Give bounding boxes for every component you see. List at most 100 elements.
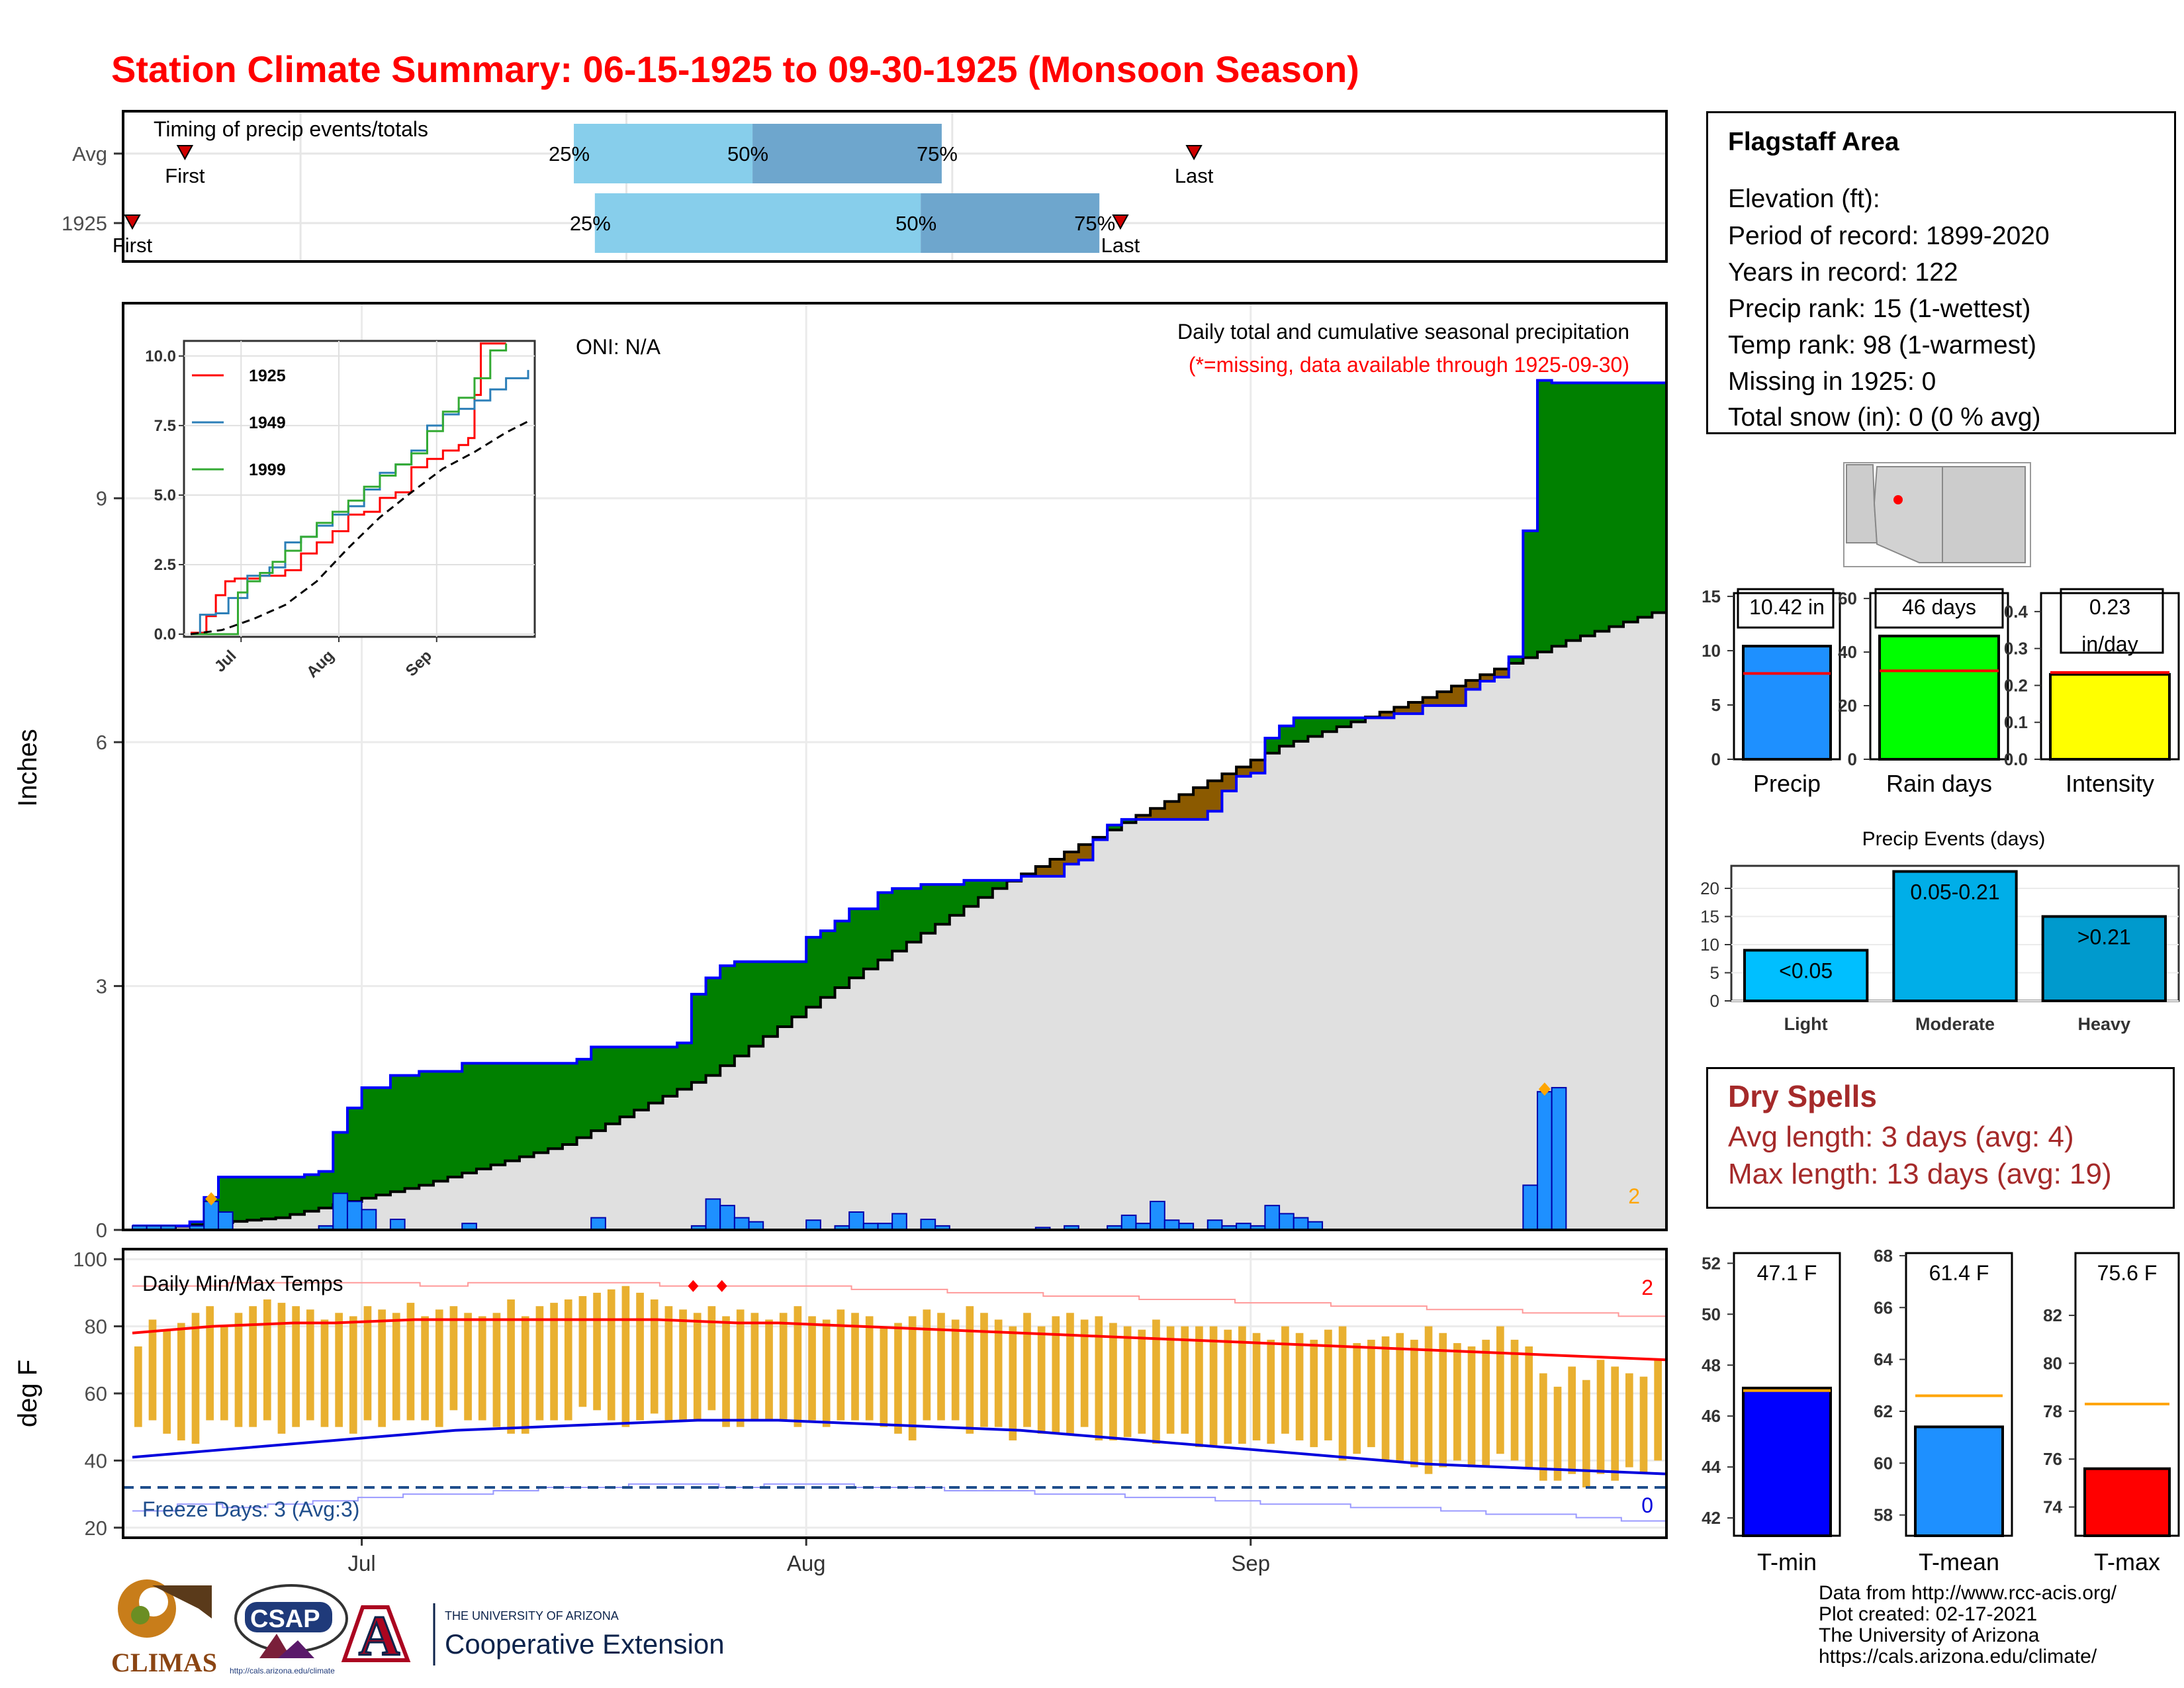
daily-temp-bar	[707, 1306, 716, 1411]
stat-value-label: 61.4 F	[1929, 1261, 1989, 1285]
stat-ytick-label: 42	[1702, 1508, 1721, 1528]
daily-precip-bar	[1264, 1205, 1281, 1231]
daily-precip-bar	[891, 1213, 907, 1231]
daily-precip-bar	[733, 1217, 750, 1231]
daily-temp-bar	[335, 1313, 343, 1427]
precip-events-category: Moderate	[1915, 1014, 1995, 1034]
timing-title: Timing of precip events/totals	[154, 117, 428, 141]
inset-ytick-label: 10.0	[145, 348, 176, 365]
cumulative-title: Daily total and cumulative seasonal prec…	[1177, 320, 1629, 344]
daily-temp-bar	[1152, 1319, 1160, 1444]
daily-temp-bar	[1109, 1323, 1117, 1440]
cumulative-corner-count: 2	[1628, 1184, 1640, 1208]
xtick-label: Jul	[348, 1551, 376, 1575]
precip-events-bar	[1892, 870, 2018, 1002]
daily-precip-bar	[590, 1217, 606, 1231]
daily-temp-bar	[722, 1316, 730, 1427]
daily-precip-bar	[719, 1205, 735, 1231]
daily-temp-bar	[1625, 1373, 1633, 1468]
precip-events-category: Light	[1784, 1014, 1828, 1034]
stat-value-label: 47.1 F	[1757, 1261, 1817, 1285]
station-period: Period of record: 1899-2020	[1728, 222, 2050, 250]
daily-temp-bar	[765, 1319, 773, 1421]
daily-temp-bar	[980, 1313, 988, 1427]
temps-cold-count: 0	[1641, 1493, 1653, 1517]
precip-events-ytick-label: 15	[1700, 907, 1719, 927]
daily-temp-bar	[1596, 1360, 1605, 1474]
precip-events-bar-label: <0.05	[1779, 959, 1833, 983]
daily-precip-bar	[920, 1219, 936, 1231]
average-min-line	[132, 1419, 1667, 1476]
daily-temp-bar	[1324, 1329, 1332, 1440]
stat-ytick-label: 40	[1838, 642, 1857, 662]
daily-temp-bar	[220, 1326, 228, 1421]
temps-panel-border	[122, 1248, 1668, 1539]
stat-ytick-label: 5	[1711, 695, 1721, 715]
daily-temp-bar	[1281, 1326, 1289, 1434]
inset-ytick-label: 2.5	[154, 556, 176, 574]
footer-data-source: Data from http://www.rcc-acis.org/	[1819, 1582, 2117, 1604]
daily-temp-bar	[650, 1299, 659, 1414]
timing-q25-label: 25%	[549, 142, 590, 165]
daily-temp-bar	[951, 1319, 960, 1421]
daily-temp-bar	[464, 1313, 472, 1421]
stat-ytick-label: 60	[1838, 588, 1857, 608]
daily-temp-bar	[535, 1306, 544, 1421]
daily-precip-bar	[389, 1219, 406, 1231]
timing-bar-q50-q75	[752, 124, 942, 183]
page-title: Station Climate Summary: 06-15-1925 to 0…	[111, 48, 1359, 90]
freeze-days-label: Freeze Days: 3 (Avg:3)	[142, 1497, 359, 1521]
daily-precip-bar	[1163, 1219, 1180, 1231]
timing-bar-q25-q50	[574, 124, 753, 183]
daily-temp-bar	[607, 1289, 615, 1421]
temps-hot-count: 2	[1641, 1276, 1653, 1299]
daily-temp-bar	[880, 1326, 888, 1427]
precip-diamond-marker	[1538, 1082, 1551, 1096]
daily-temp-bar	[923, 1309, 931, 1421]
stat-name-label: Rain days	[1886, 770, 1992, 797]
stat-name-label: T-mean	[1919, 1548, 1999, 1575]
station-info-box: Flagstaff Area Elevation (ft): Period of…	[1706, 111, 2176, 434]
precip-events-bar	[2041, 915, 2167, 1002]
daily-precip-bar	[332, 1192, 348, 1231]
precip-events-title: Precip Events (days)	[1862, 828, 2046, 850]
daily-temp-bar	[736, 1309, 745, 1427]
stat-ytick-label: 0.3	[2004, 639, 2028, 659]
inset-series-1949	[191, 369, 529, 635]
stat-ytick-label: 52	[1702, 1253, 1721, 1273]
daily-temp-bar	[1166, 1326, 1175, 1434]
station-elevation: Elevation (ft):	[1728, 185, 1880, 213]
daily-temp-bar	[492, 1313, 501, 1427]
timing-bar-q50-q75	[921, 193, 1100, 253]
timing-last-label: Last	[1175, 164, 1214, 187]
daily-temp-bar	[1410, 1339, 1418, 1468]
stat-ytick-label: 58	[1874, 1505, 1893, 1525]
stat-ytick-label: 82	[2043, 1305, 2062, 1325]
daily-temp-bar	[292, 1306, 300, 1427]
station-missing: Missing in 1925: 0	[1728, 367, 1936, 396]
daily-temp-bar	[306, 1309, 314, 1421]
daily-precip-bar	[1279, 1213, 1295, 1231]
stat-value-bar	[1914, 1425, 2004, 1537]
stat-name-label: T-max	[2094, 1548, 2160, 1575]
daily-temp-bar	[1295, 1333, 1304, 1440]
temps-ylabel: deg F	[13, 1360, 42, 1427]
timing-q50-label: 50%	[895, 212, 936, 235]
precip-events-bar-label: >0.21	[2077, 925, 2131, 949]
cumulative-ytick-label: 3	[96, 975, 107, 998]
inset-ytick-label: 5.0	[154, 487, 176, 504]
daily-temp-bar	[1123, 1326, 1132, 1437]
cumulative-ytick-label: 9	[96, 487, 107, 510]
cumulative-panel-border	[122, 302, 1668, 1231]
observed-cumulative-line	[132, 379, 1666, 1227]
inset-ytick-label: 7.5	[154, 417, 176, 435]
daily-temp-bar	[1639, 1376, 1648, 1474]
daily-temp-bar	[822, 1319, 831, 1427]
stat-ytick-label: 44	[1702, 1457, 1721, 1477]
stat-value-label: 0.23	[2089, 595, 2130, 619]
stat-value-label: 10.42 in	[1749, 595, 1825, 619]
precip-events-ytick-label: 20	[1700, 878, 1719, 898]
daily-temp-bar	[191, 1313, 200, 1444]
precip-events-ytick-label: 5	[1710, 963, 1719, 983]
stat-ytick-label: 62	[1874, 1401, 1893, 1421]
